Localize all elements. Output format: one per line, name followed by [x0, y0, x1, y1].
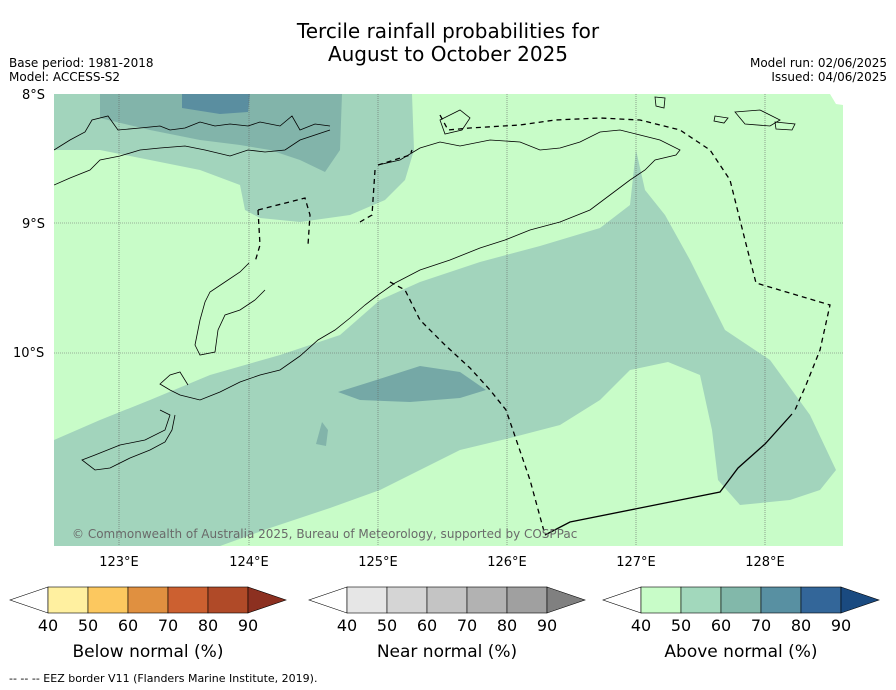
lon-label-128e: 128°E [745, 555, 785, 570]
coast-flores-south [54, 129, 331, 186]
colorbar-segment [167, 586, 209, 614]
probability-region-70-80-north [182, 94, 250, 114]
colorbar-high-extend [247, 586, 287, 614]
colorbar-2: 40 50 60 70 80 90 Above normal (%) [602, 586, 880, 662]
coast-islet-2 [654, 96, 666, 109]
lon-label-127e: 127°E [616, 555, 656, 570]
probability-region-50-60-south [54, 150, 836, 546]
lon-label-126e: 126°E [487, 555, 527, 570]
coast-islet-3 [713, 115, 729, 124]
colorbar-tick-label: 70 [158, 616, 178, 635]
colorbar-segment [640, 586, 682, 614]
colorbar-segment [47, 586, 89, 614]
eez-border [254, 114, 831, 536]
colorbar-segment [800, 586, 842, 614]
base-period-text: Base period: 1981-2018 [9, 56, 154, 70]
coast-timor-north [377, 129, 681, 296]
colorbar-tick-label: 80 [791, 616, 811, 635]
colorbar-title: Above normal (%) [664, 642, 817, 662]
colorbar-tick-label: 40 [38, 616, 58, 635]
colorbar-segment [386, 586, 428, 614]
lon-label-124e: 124°E [229, 555, 269, 570]
lat-label-9s: 9°S [22, 217, 45, 232]
colorbar-segment [207, 586, 249, 614]
colorbar-tick-label: 40 [631, 616, 651, 635]
probability-region-60-70-speck [316, 422, 328, 446]
colorbar-tick-label: 70 [457, 616, 477, 635]
title-line-2: August to October 2025 [327, 42, 569, 66]
colorbar-tick-label: 50 [671, 616, 691, 635]
colorbar-tick-label: 70 [751, 616, 771, 635]
lon-label-123e: 123°E [99, 555, 139, 570]
graticule [54, 94, 843, 546]
coast-islet-1 [774, 121, 796, 131]
colorbars: 40 50 60 70 80 90 Below normal (%) 40 50 60 70 80 90… [9, 586, 880, 662]
lat-label-8s: 8°S [22, 88, 45, 103]
colorbar-0: 40 50 60 70 80 90 Below normal (%) [9, 586, 287, 662]
colorbar-low-extend [9, 586, 49, 614]
coast-alor [439, 109, 471, 135]
issued-text: Issued: 04/06/2025 [771, 70, 887, 84]
colorbar-tick-label: 80 [198, 616, 218, 635]
colorbar-tick-label: 50 [377, 616, 397, 635]
eez-legend-footer: -- -- -- EEZ border V11 (Flanders Marine… [9, 672, 318, 685]
colorbar-1: 40 50 60 70 80 90 Near normal (%) [308, 586, 586, 662]
eez-border-dashed [254, 114, 831, 536]
colorbar-high-extend [546, 586, 586, 614]
colorbar-segment [466, 586, 508, 614]
colorbar-segment [87, 586, 129, 614]
colorbar-segment [760, 586, 802, 614]
colorbar-tick-label: 60 [118, 616, 138, 635]
colorbar-tick-label: 90 [537, 616, 557, 635]
colorbar-tick-label: 80 [497, 616, 517, 635]
colorbar-title: Near normal (%) [377, 642, 517, 662]
colorbar-low-extend [602, 586, 642, 614]
map-plot-area: © Commonwealth of Australia 2025, Bureau… [54, 94, 843, 546]
colorbar-tick-label: 60 [417, 616, 437, 635]
chart-title: Tercile rainfall probabilities for Augus… [0, 20, 896, 66]
title-line-1: Tercile rainfall probabilities for [296, 19, 600, 43]
coast-rote [81, 409, 176, 471]
coast-west-timor [194, 262, 266, 356]
no-data-corner [830, 94, 843, 105]
coast-flores-north [54, 115, 331, 151]
probability-region-60-70-south [338, 366, 486, 402]
colorbar-segment [720, 586, 762, 614]
meta-right: Model run: 02/06/2025 Issued: 04/06/2025 [750, 56, 887, 84]
colorbar-low-extend [308, 586, 348, 614]
colorbar-tick-label: 40 [337, 616, 357, 635]
copyright-text: © Commonwealth of Australia 2025, Bureau… [72, 527, 577, 541]
colorbar-high-extend [840, 586, 880, 614]
coast-timor-south [159, 294, 379, 401]
colorbar-tick-label: 50 [78, 616, 98, 635]
colorbar-segment [506, 586, 548, 614]
colorbar-segment [426, 586, 468, 614]
colorbar-segment [127, 586, 169, 614]
colorbar-segment [346, 586, 388, 614]
colorbar-title: Below normal (%) [73, 642, 224, 662]
probability-region-60-70-north [100, 94, 342, 172]
lon-label-125e: 125°E [358, 555, 398, 570]
colorbar-tick-label: 90 [831, 616, 851, 635]
coastlines [54, 96, 796, 471]
eez-border-solid [544, 413, 793, 536]
colorbar-tick-label: 60 [711, 616, 731, 635]
colorbar-tick-label: 90 [238, 616, 258, 635]
meta-left: Base period: 1981-2018 Model: ACCESS-S2 [9, 56, 154, 84]
model-run-text: Model run: 02/06/2025 [749, 56, 887, 70]
colorbar-segment [680, 586, 722, 614]
lat-label-10s: 10°S [13, 346, 44, 361]
model-text: Model: ACCESS-S2 [9, 70, 121, 84]
